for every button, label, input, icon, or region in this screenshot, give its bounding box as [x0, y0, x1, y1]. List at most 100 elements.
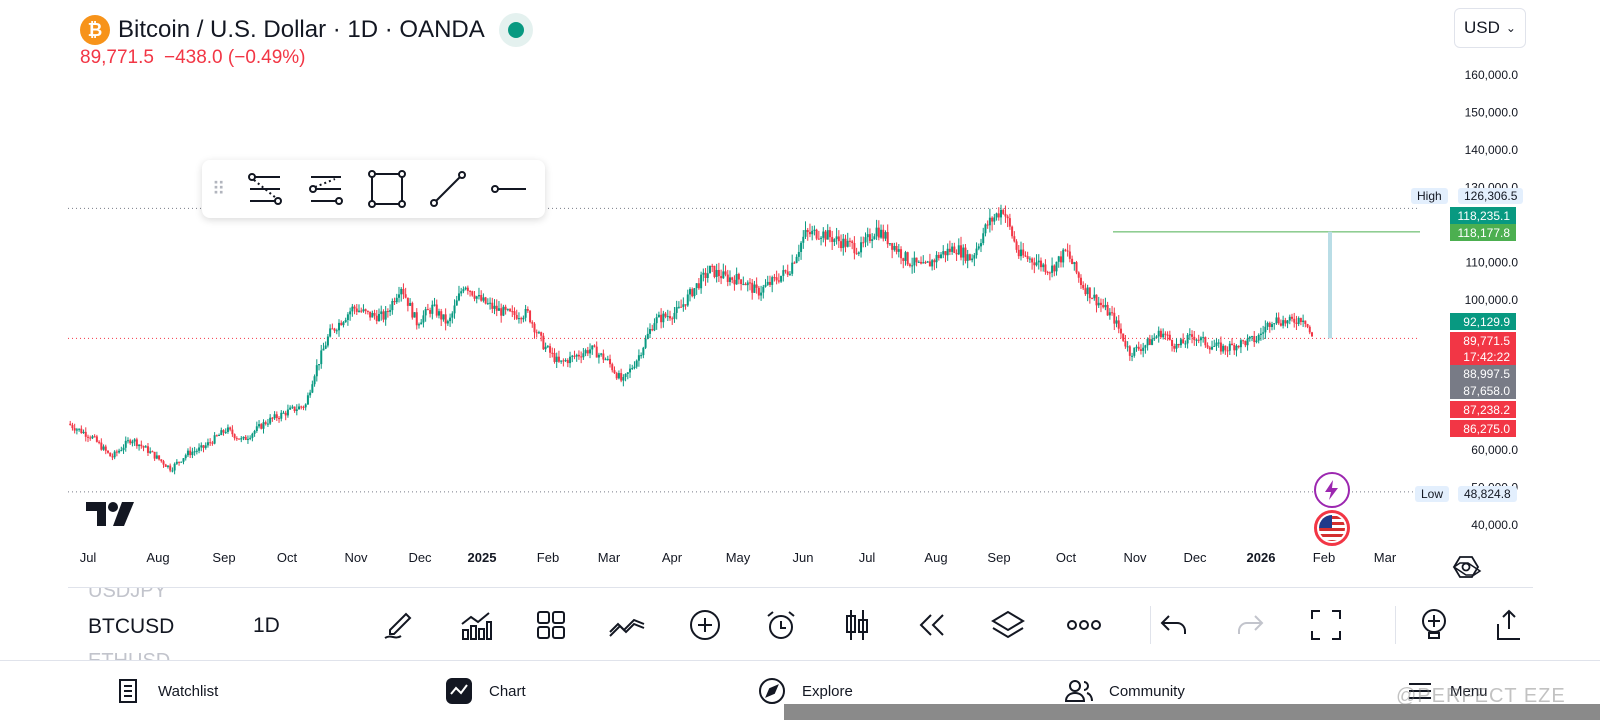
candle-body	[122, 447, 125, 451]
nav-chart[interactable]: Chart	[445, 661, 526, 720]
candles-icon[interactable]	[834, 602, 880, 648]
candle-body	[1164, 333, 1167, 335]
candle-body	[477, 295, 480, 297]
rectangle-icon[interactable]	[356, 160, 417, 218]
candle-body	[677, 306, 680, 308]
candle-body	[877, 227, 880, 238]
candle-body	[791, 262, 794, 274]
symbol-picker[interactable]: USDJPY BTCUSD ETHUSD	[88, 588, 208, 661]
candle-body	[286, 409, 289, 416]
time-axis-label: Feb	[537, 550, 559, 565]
candle-body	[1219, 342, 1222, 352]
candle-body	[551, 352, 554, 354]
candle-body	[95, 436, 98, 442]
us-flag-event-icon[interactable]	[1314, 510, 1350, 546]
redo-icon[interactable]	[1227, 602, 1273, 648]
drag-handle-icon[interactable]: ⠿	[212, 178, 225, 199]
trend-line-icon[interactable]	[417, 160, 478, 218]
candle-body	[484, 297, 487, 304]
candle-body	[131, 441, 134, 444]
price-change: −438.0 (−0.49%)	[163, 47, 306, 68]
candle-body	[146, 446, 149, 453]
nav-community[interactable]: Community	[1065, 661, 1185, 720]
candle-body	[808, 232, 811, 235]
candle-body	[531, 322, 534, 324]
nav-chart-label: Chart	[489, 682, 526, 700]
candle-body	[1244, 341, 1247, 346]
candle-body	[211, 442, 214, 444]
candle-body	[675, 307, 678, 313]
time-axis-label: May	[726, 550, 751, 565]
candle-body	[480, 295, 483, 301]
candle-body	[1053, 265, 1056, 272]
lightning-icon[interactable]	[1314, 472, 1350, 508]
add-icon[interactable]	[682, 602, 728, 648]
market-open-dot	[507, 22, 524, 38]
price-tick-label: 140,000.0	[1465, 143, 1519, 157]
nav-menu[interactable]: Menu	[1406, 661, 1488, 720]
candle-body	[1077, 272, 1080, 278]
symbol-prev[interactable]: USDJPY	[88, 588, 167, 602]
more-icon[interactable]	[1061, 602, 1107, 648]
pencil-icon[interactable]	[376, 602, 422, 648]
fib-retracement-icon[interactable]	[234, 160, 295, 218]
templates-grid-icon[interactable]	[528, 602, 574, 648]
candle-body	[595, 346, 598, 358]
candle-body	[500, 308, 503, 316]
candle-body	[1048, 272, 1051, 274]
candle-body	[804, 229, 807, 237]
symbol-header[interactable]: ₿ Bitcoin / U.S. Dollar · 1D · OANDA	[80, 10, 533, 50]
candle-body	[513, 311, 516, 315]
symbol-current[interactable]: BTCUSD	[88, 615, 175, 638]
candle-body	[615, 373, 618, 379]
currency-select[interactable]: USD ⌄	[1454, 8, 1526, 48]
candle-body	[671, 318, 674, 320]
layers-icon[interactable]	[985, 602, 1031, 648]
indicators-icon[interactable]	[453, 602, 499, 648]
fib-extension-icon[interactable]	[295, 160, 356, 218]
candle-body	[335, 330, 338, 332]
candle-body	[1051, 265, 1054, 273]
candle-body	[902, 258, 905, 261]
price-chart[interactable]: 160,000.0150,000.0140,000.0130,000.0110,…	[0, 0, 1600, 590]
symbol-next[interactable]: ETHUSD	[88, 650, 171, 661]
candle-body	[733, 279, 736, 285]
symbol-title[interactable]: Bitcoin / U.S. Dollar · 1D · OANDA	[118, 16, 485, 43]
candle-body	[964, 247, 967, 261]
horizontal-ray-icon[interactable]	[478, 160, 539, 218]
horizontal-scrollbar[interactable]	[784, 704, 1600, 720]
candle-body	[1102, 305, 1105, 308]
candle-body	[138, 444, 141, 447]
share-icon[interactable]	[1486, 602, 1532, 648]
candle-body	[731, 277, 734, 280]
candle-body	[642, 347, 645, 356]
nav-explore[interactable]: Explore	[758, 661, 853, 720]
candle-body	[420, 322, 423, 325]
candle-body	[240, 438, 243, 440]
candle-body	[1075, 262, 1078, 273]
watermark-text: @PERFECT EZE	[1396, 685, 1566, 707]
candle-body	[633, 366, 636, 368]
candle-body	[880, 229, 883, 238]
time-axis-label: Oct	[1056, 550, 1077, 565]
fullscreen-icon[interactable]	[1303, 602, 1349, 648]
alarm-icon[interactable]	[758, 602, 804, 648]
candle-body	[1144, 345, 1147, 348]
candle-body	[373, 312, 376, 316]
candle-body	[129, 440, 132, 444]
candle-body	[82, 431, 85, 434]
nav-watchlist[interactable]: Watchlist	[114, 661, 218, 720]
candle-body	[1259, 333, 1262, 336]
interval-select[interactable]: 1D	[253, 614, 280, 637]
candle-body	[617, 373, 620, 379]
candle-body	[391, 301, 394, 311]
candle-body	[451, 313, 454, 318]
candle-body	[1013, 236, 1016, 242]
replay-icon[interactable]	[909, 602, 955, 648]
candle-body	[1251, 336, 1254, 338]
candle-body	[871, 239, 874, 241]
undo-icon[interactable]	[1151, 602, 1197, 648]
ideas-lightbulb-icon[interactable]	[1411, 602, 1457, 648]
compare-icon[interactable]	[604, 602, 650, 648]
market-status-indicator[interactable]	[498, 13, 533, 47]
